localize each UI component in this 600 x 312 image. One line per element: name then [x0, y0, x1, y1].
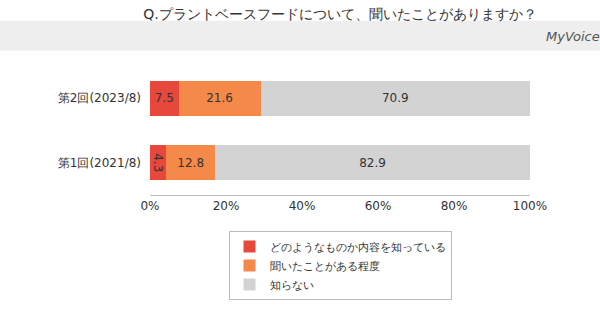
svg-text:第1回(2021/8): 第1回(2021/8)	[58, 156, 141, 170]
svg-text:どのようなものか内容を知っている: どのようなものか内容を知っている	[270, 241, 446, 254]
svg-text:7.5: 7.5	[155, 91, 174, 105]
svg-text:70.9: 70.9	[382, 91, 409, 105]
svg-text:MyVoice: MyVoice	[546, 29, 600, 44]
svg-text:0%: 0%	[140, 199, 159, 213]
svg-text:100%: 100%	[513, 199, 547, 213]
svg-text:聞いたことがある程度: 聞いたことがある程度	[270, 260, 380, 273]
svg-text:第2回(2023/8): 第2回(2023/8)	[58, 91, 141, 105]
svg-text:40%: 40%	[289, 199, 316, 213]
svg-text:20%: 20%	[213, 199, 240, 213]
svg-text:4.3: 4.3	[151, 153, 165, 172]
svg-text:60%: 60%	[365, 199, 392, 213]
svg-text:82.9: 82.9	[359, 156, 386, 170]
svg-text:80%: 80%	[441, 199, 468, 213]
svg-text:Q.プラントベースフードについて、聞いたことがありますか？: Q.プラントベースフードについて、聞いたことがありますか？	[143, 6, 536, 22]
svg-text:知らない: 知らない	[270, 279, 314, 292]
svg-text:21.6: 21.6	[206, 91, 233, 105]
svg-text:12.8: 12.8	[177, 156, 204, 170]
